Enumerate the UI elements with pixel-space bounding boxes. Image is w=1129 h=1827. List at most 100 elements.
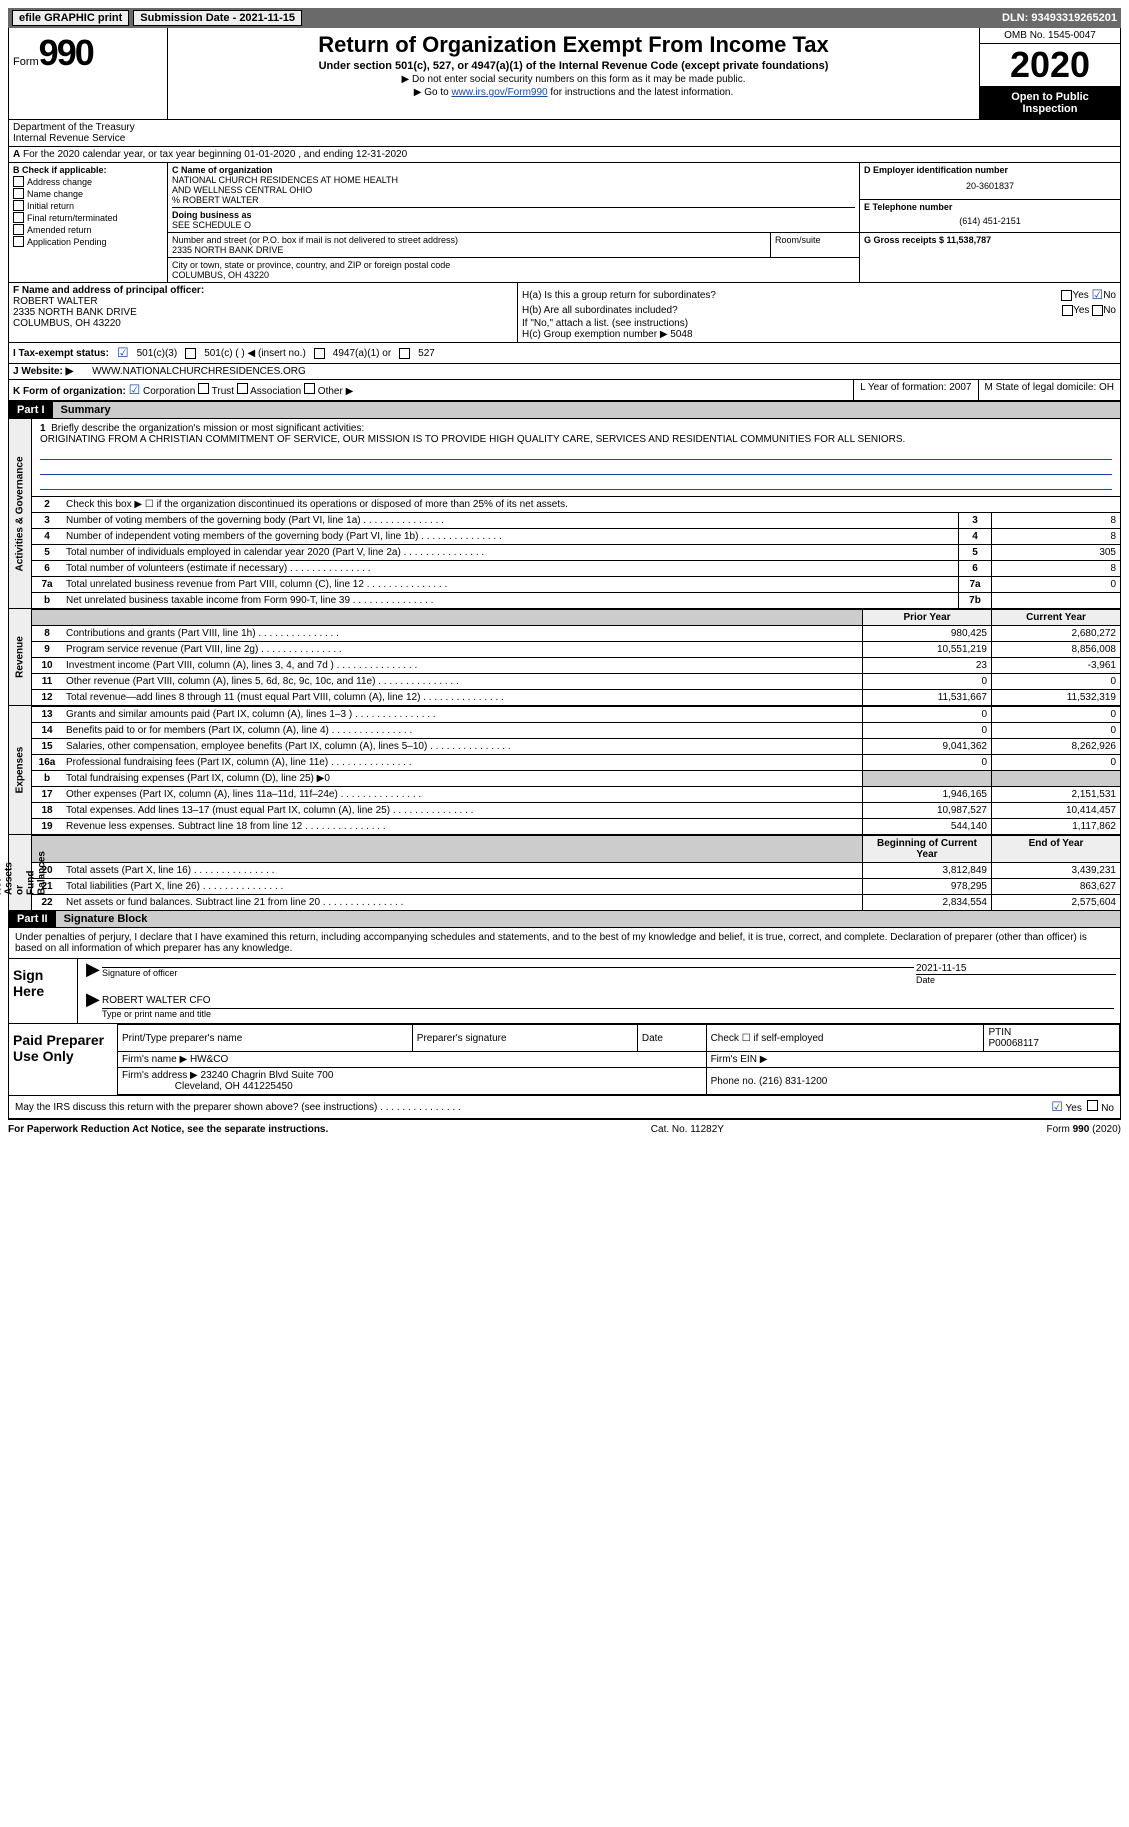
paid-preparer-block: Paid Preparer Use Only Print/Type prepar…: [9, 1023, 1120, 1095]
checkbox[interactable]: [13, 224, 24, 235]
line-value: 8: [992, 561, 1121, 577]
line-label: Total assets (Part X, line 16): [62, 863, 863, 879]
efile-btn[interactable]: efile GRAPHIC print: [12, 10, 129, 26]
527-checkbox[interactable]: [399, 348, 410, 359]
checkbox[interactable]: [13, 212, 24, 223]
line-label: Net unrelated business taxable income fr…: [62, 593, 959, 609]
line-a: A For the 2020 calendar year, or tax yea…: [8, 147, 1121, 163]
officer-addr2: COLUMBUS, OH 43220: [13, 318, 513, 329]
hb-no-checkbox[interactable]: [1092, 305, 1103, 316]
part2-header-row: Part II Signature Block: [8, 911, 1121, 928]
name-label: C Name of organization: [172, 165, 855, 175]
current-value: 2,575,604: [992, 895, 1121, 911]
prior-value: 3,812,849: [863, 863, 992, 879]
officer-printed-name: ROBERT WALTER CFO: [102, 995, 211, 1006]
ha-yes-checkbox[interactable]: [1061, 290, 1072, 301]
line-box: 7b: [959, 593, 992, 609]
ein-label: D Employer identification number: [864, 165, 1116, 175]
form-title: Return of Organization Exempt From Incom…: [176, 32, 971, 58]
footer-mid: Cat. No. 11282Y: [651, 1124, 724, 1135]
phone-value: (614) 451-2151: [864, 212, 1116, 230]
checkbox[interactable]: [13, 200, 24, 211]
current-value: 0: [992, 723, 1121, 739]
line-label: Grants and similar amounts paid (Part IX…: [62, 707, 863, 723]
prior-value: 23: [863, 658, 992, 674]
prep-sig-hdr: Preparer's signature: [412, 1025, 637, 1052]
section-b-option: Name change: [13, 188, 163, 199]
state-domicile: M State of legal domicile: OH: [978, 380, 1121, 400]
hb-yes-checkbox[interactable]: [1062, 305, 1073, 316]
net-assets-section: Net Assets or Fund Balances Beginning of…: [8, 835, 1121, 911]
ptin-value: P00068117: [988, 1038, 1038, 1049]
side-label-rev: Revenue: [9, 609, 32, 705]
sig-officer-label: Signature of officer: [102, 968, 916, 978]
prior-value: 11,531,667: [863, 690, 992, 706]
current-value: 8,856,008: [992, 642, 1121, 658]
penalty-declaration: Under penalties of perjury, I declare th…: [9, 928, 1120, 958]
form-note-ssn: ▶ Do not enter social security numbers o…: [176, 74, 971, 85]
prior-value: 0: [863, 755, 992, 771]
tax-year: 2020: [980, 44, 1120, 87]
submission-date-btn: Submission Date - 2021-11-15: [133, 10, 302, 26]
officer-label: F Name and address of principal officer:: [13, 285, 513, 296]
sign-here-label: Sign Here: [9, 959, 77, 1023]
page-footer: For Paperwork Reduction Act Notice, see …: [8, 1119, 1121, 1139]
checkbox[interactable]: [13, 236, 24, 247]
trust-checkbox[interactable]: [198, 383, 209, 394]
current-value: 863,627: [992, 879, 1121, 895]
section-b-option: Application Pending: [13, 236, 163, 247]
section-b-option: Initial return: [13, 200, 163, 211]
hb-label: H(b) Are all subordinates included?: [522, 305, 1062, 316]
line-label: Professional fundraising fees (Part IX, …: [62, 755, 863, 771]
line-box: 7a: [959, 577, 992, 593]
line-label: Total number of individuals employed in …: [62, 545, 959, 561]
firm-name: HW&CO: [190, 1054, 228, 1065]
officer-name: ROBERT WALTER: [13, 296, 513, 307]
section-b-option: Address change: [13, 176, 163, 187]
checkbox[interactable]: [13, 176, 24, 187]
checkbox[interactable]: [13, 188, 24, 199]
form-header: Form990 Return of Organization Exempt Fr…: [8, 28, 1121, 120]
line-label: Total expenses. Add lines 13–17 (must eq…: [62, 803, 863, 819]
current-value: 2,680,272: [992, 626, 1121, 642]
gross-receipts: G Gross receipts $ 11,538,787: [860, 233, 1120, 247]
4947-checkbox[interactable]: [314, 348, 325, 359]
hc-label: H(c) Group exemption number ▶ 5048: [522, 329, 1116, 340]
corp-check-icon: ☑: [129, 382, 141, 397]
room-suite: Room/suite: [771, 233, 859, 257]
assoc-checkbox[interactable]: [237, 383, 248, 394]
section-b: B Check if applicable: Address changeNam…: [9, 163, 168, 282]
form-note-link: ▶ Go to www.irs.gov/Form990 for instruct…: [176, 87, 971, 98]
line-label: Other expenses (Part IX, column (A), lin…: [62, 787, 863, 803]
fh-block: F Name and address of principal officer:…: [8, 283, 1121, 343]
line-label: Total number of volunteers (estimate if …: [62, 561, 959, 577]
discuss-no-checkbox[interactable]: [1087, 1100, 1098, 1111]
open-inspection: Open to Public Inspection: [980, 87, 1120, 119]
prior-value: 0: [863, 674, 992, 690]
col-curr: Current Year: [992, 610, 1121, 626]
irs-link[interactable]: www.irs.gov/Form990: [451, 87, 547, 98]
footer-left: For Paperwork Reduction Act Notice, see …: [8, 1124, 328, 1135]
form-label: Form: [13, 56, 39, 68]
line-value: 8: [992, 513, 1121, 529]
footer-right: Form 990 (2020): [1047, 1124, 1121, 1135]
other-checkbox[interactable]: [304, 383, 315, 394]
dept-treasury: Department of the Treasury Internal Reve…: [9, 120, 167, 146]
501c3-check-icon: ☑: [117, 345, 129, 361]
side-label-exp: Expenses: [9, 706, 32, 834]
revenue-section: Revenue Prior YearCurrent Year 8Contribu…: [8, 609, 1121, 706]
prior-value: 980,425: [863, 626, 992, 642]
current-value: 10,414,457: [992, 803, 1121, 819]
side-label-ag: Activities & Governance: [9, 419, 32, 608]
current-value: 2,151,531: [992, 787, 1121, 803]
line-value: [992, 593, 1121, 609]
current-value: 11,532,319: [992, 690, 1121, 706]
addr-value: 2335 NORTH BANK DRIVE: [172, 245, 766, 255]
prior-value: 2,834,554: [863, 895, 992, 911]
501c-checkbox[interactable]: [185, 348, 196, 359]
line-label: Contributions and grants (Part VIII, lin…: [62, 626, 863, 642]
prior-value: 544,140: [863, 819, 992, 835]
current-value: 0: [992, 755, 1121, 771]
form-number-box: Form990: [9, 28, 168, 119]
firm-addr1: 23240 Chagrin Blvd Suite 700: [201, 1070, 334, 1081]
